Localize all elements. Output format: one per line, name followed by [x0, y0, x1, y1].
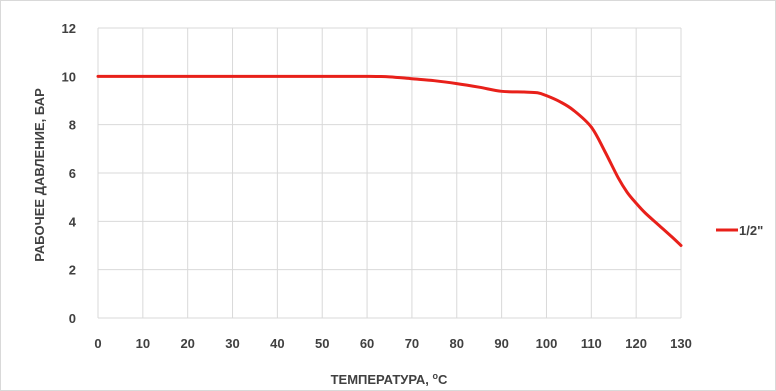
x-axis-title: ТЕМПЕРАТУРА, oC — [331, 371, 448, 387]
series-line — [96, 74, 683, 247]
x-tick-label: 120 — [625, 336, 647, 351]
x-tick-labels: 0 10 20 30 40 50 60 70 80 90 100 110 120 130 — [94, 336, 691, 351]
x-tick-label: 60 — [360, 336, 374, 351]
legend-label: 1/2" — [739, 223, 763, 238]
y-axis-title: РАБОЧЕЕ ДАВЛЕНИЕ, БАР — [32, 88, 47, 262]
x-axis-title-unit: C — [438, 372, 448, 387]
legend: 1/2" — [716, 223, 763, 238]
y-tick-label: 4 — [69, 214, 77, 229]
x-tick-label: 20 — [180, 336, 194, 351]
y-tick-label: 2 — [69, 263, 76, 278]
x-tick-label: 130 — [670, 336, 692, 351]
x-axis-title-superscript: o — [433, 371, 439, 381]
x-tick-label: 80 — [450, 336, 464, 351]
x-tick-label: 0 — [94, 336, 101, 351]
y-tick-label: 6 — [69, 166, 76, 181]
y-tick-label: 10 — [62, 69, 76, 84]
x-tick-label: 50 — [315, 336, 329, 351]
gridlines — [97, 27, 682, 319]
y-tick-label: 12 — [62, 21, 76, 36]
series-layer — [96, 74, 683, 247]
x-tick-label: 90 — [494, 336, 508, 351]
x-tick-label: 100 — [536, 336, 558, 351]
x-tick-label: 10 — [136, 336, 150, 351]
y-tick-labels: 0 2 4 6 8 10 12 — [62, 21, 77, 326]
y-tick-label: 8 — [69, 118, 76, 133]
x-tick-label: 40 — [270, 336, 284, 351]
x-tick-label: 70 — [405, 336, 419, 351]
x-tick-label: 30 — [225, 336, 239, 351]
y-tick-label: 0 — [69, 311, 76, 326]
x-tick-label: 110 — [581, 336, 602, 351]
